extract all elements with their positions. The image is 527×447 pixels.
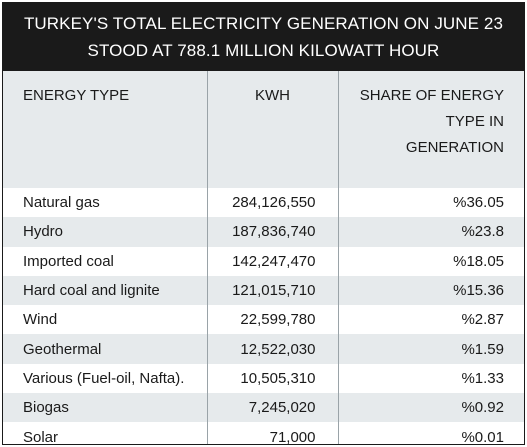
cell-energy-type: Solar	[23, 428, 59, 445]
cell-share: %0.01	[337, 422, 524, 444]
table-row: Natural gas 284,126,550 %36.05	[3, 188, 524, 218]
generation-table: ENERGY TYPE KWH SHARE OF ENERGY TYPE IN …	[3, 71, 524, 445]
table-row: Solar 71,000 %0.01	[3, 422, 524, 445]
table-row: Geothermal 12,522,030 %1.59	[3, 334, 524, 364]
cell-kwh: 10,505,310	[206, 363, 338, 394]
cell-share: %0.92	[337, 393, 524, 423]
table-body: Natural gas 284,126,550 %36.05 Hydro 187,836…	[3, 188, 524, 445]
cell-energy-type: Geothermal	[3, 334, 207, 364]
title-line-1: TURKEY'S TOTAL ELECTRICITY GENERATION ON…	[23, 14, 504, 33]
cell-kwh: 142,247,470	[206, 246, 338, 276]
cell-share: %15.36	[337, 275, 524, 306]
cell-share: %23.8	[337, 217, 524, 247]
cell-energy-type: Wind	[23, 311, 58, 329]
cell-kwh: 12,522,030	[206, 334, 338, 364]
header-row: ENERGY TYPE KWH SHARE OF ENERGY TYPE IN …	[3, 71, 524, 188]
cell-kwh: 187,836,740	[206, 217, 338, 247]
table-row: Wind 22,599,780 %2.87	[3, 305, 524, 335]
cell-share: %18.05	[337, 246, 524, 276]
cell-energy-type: Biogas	[3, 393, 207, 423]
table-row: Hydro 187,836,740 %23.8	[3, 217, 524, 247]
cell-energy-type: Various (Fuel-oil, Nafta).	[23, 369, 185, 387]
title-line-2: STOOD AT 788.1 MILLION KILOWATT HOUR	[87, 41, 440, 60]
table-row: Imported coal 142,247,470 %18.05	[3, 246, 524, 276]
cell-kwh: 22,599,780	[206, 305, 338, 335]
cell-kwh: 71,000	[206, 422, 338, 444]
cell-kwh: 284,126,550	[206, 188, 338, 218]
header-energy-type: ENERGY TYPE	[23, 87, 130, 104]
table-row: Various (Fuel-oil, Nafta). 10,505,310 %1.3…	[3, 363, 524, 394]
cell-share: %2.87	[337, 305, 524, 335]
cell-energy-type: Hydro	[3, 217, 207, 247]
header-kwh: KWH	[206, 71, 338, 188]
cell-kwh: 7,245,020	[206, 393, 338, 423]
cell-energy-type: Imported coal	[23, 252, 114, 270]
cell-share: %1.59	[337, 334, 524, 364]
cell-energy-type: Natural gas	[23, 194, 100, 212]
cell-share: %1.33	[337, 363, 524, 394]
header-share: SHARE OF ENERGY TYPE IN GENERATION	[337, 71, 524, 188]
cell-share: %36.05	[337, 188, 524, 218]
cell-energy-type: Hard coal and lignite	[3, 275, 207, 306]
table-title: TURKEY'S TOTAL ELECTRICITY GENERATION ON…	[3, 3, 524, 71]
table-row: Biogas 7,245,020 %0.92	[3, 393, 524, 423]
cell-kwh: 121,015,710	[206, 275, 338, 306]
table-row: Hard coal and lignite 121,015,710 %15.36	[3, 275, 524, 306]
